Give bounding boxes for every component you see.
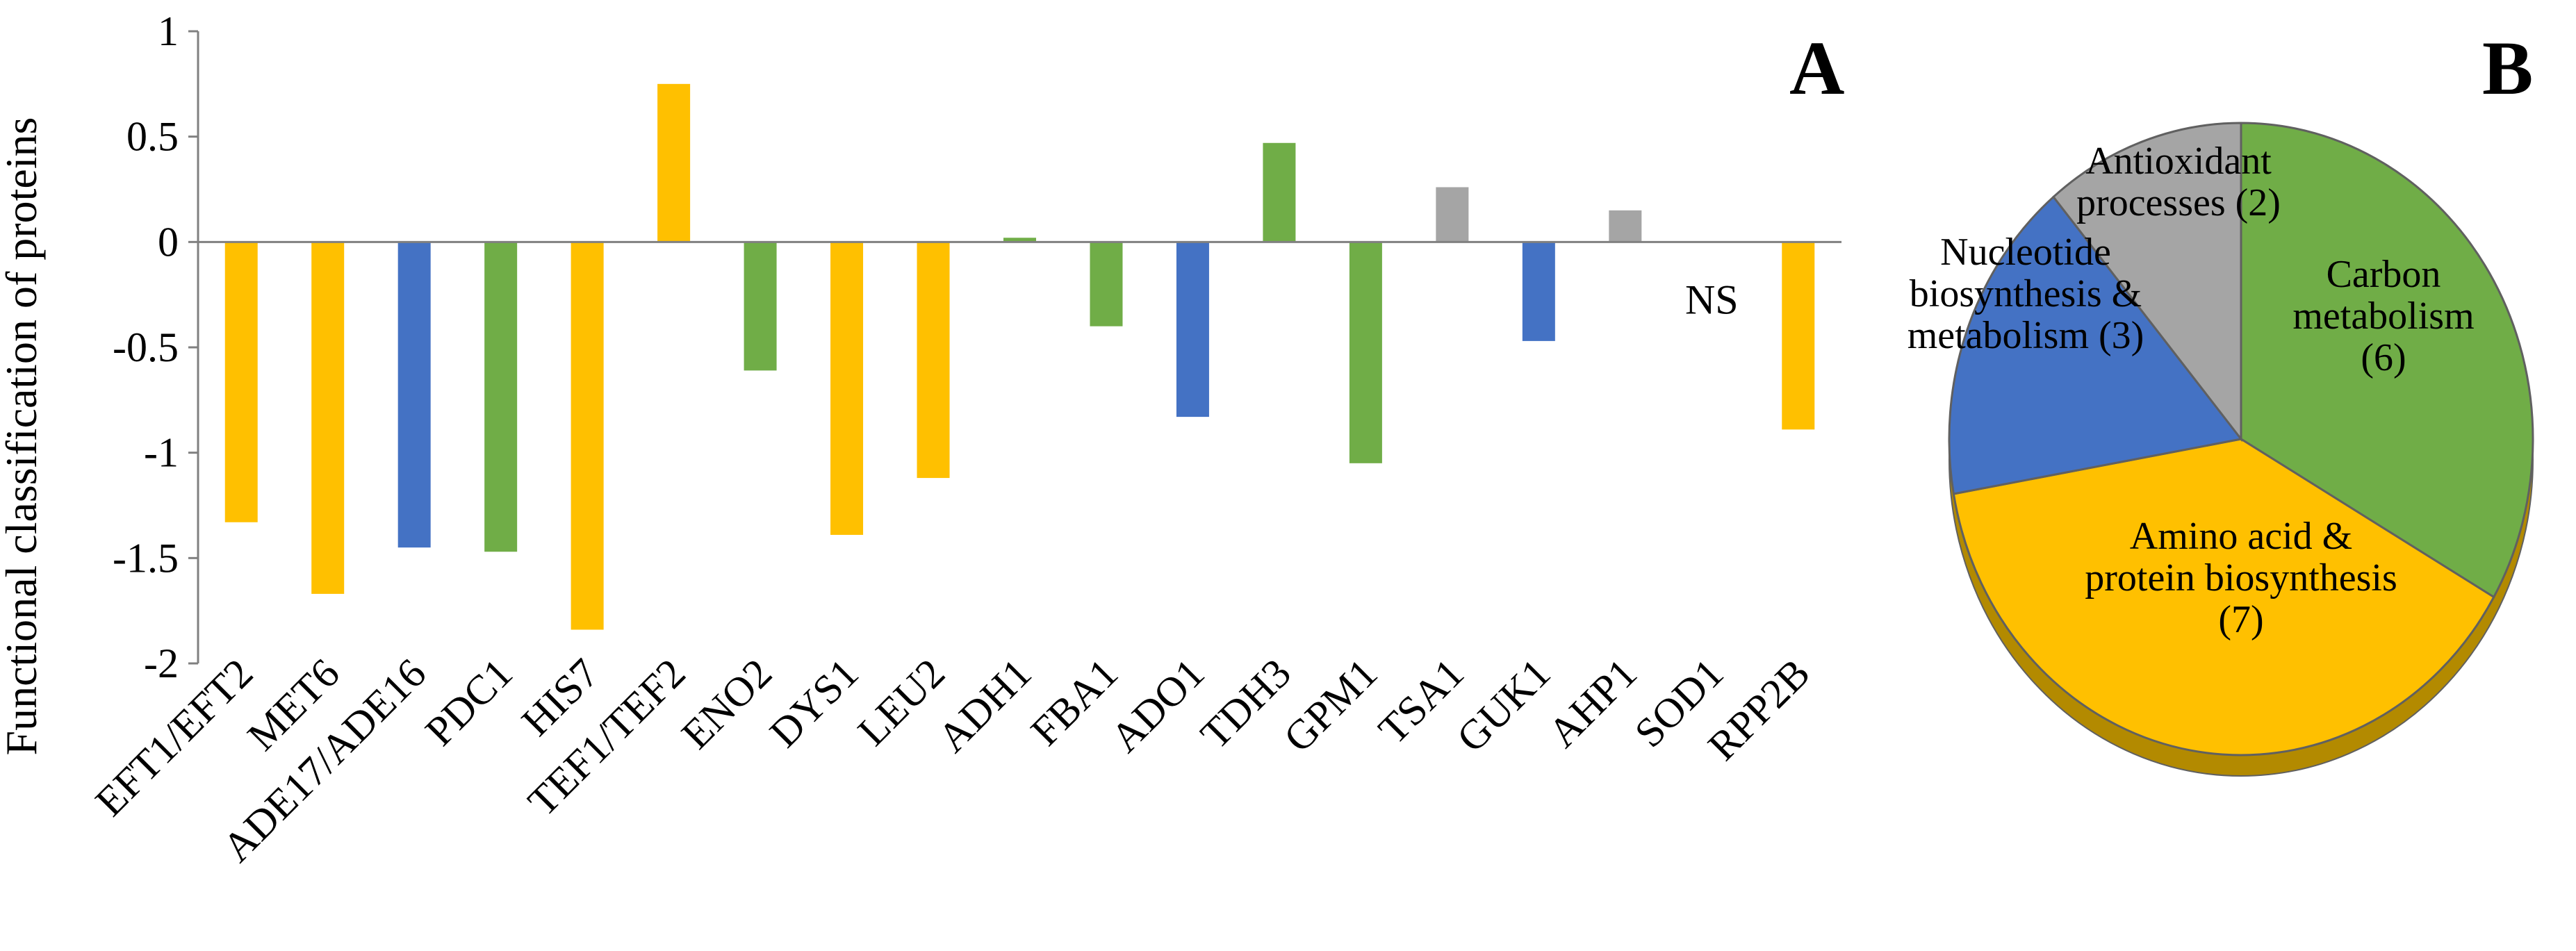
- category-label: FBA1: [1022, 650, 1126, 754]
- bar: [571, 242, 604, 630]
- bars: [224, 83, 1815, 630]
- bar: [917, 242, 950, 479]
- category-label: ADH1: [929, 650, 1040, 761]
- y-tick-label: -0.5: [113, 324, 179, 370]
- pie-label-carbon: Carbon metabolism (6): [2292, 253, 2474, 379]
- bar: [1090, 242, 1123, 326]
- bar-chart: Functional classification of proteins 1 0…: [0, 8, 1844, 870]
- pie-label-nucleotide: Nucleotide biosynthesis & metabolism (3): [1908, 231, 2144, 357]
- pie-label-amino: Amino acid & protein biosynthesis (7): [2085, 515, 2397, 641]
- category-label: GPM1: [1275, 650, 1386, 761]
- y-tick-label: -1: [144, 430, 179, 476]
- category-label: GUK1: [1448, 650, 1559, 761]
- bar: [1003, 238, 1036, 242]
- bar: [311, 242, 345, 594]
- category-label: PDC1: [416, 650, 520, 754]
- bar: [1176, 242, 1209, 417]
- y-tick-label: 0.5: [126, 114, 179, 160]
- bar: [1436, 187, 1469, 242]
- category-labels: EFT1/EFT2MET6ADE17/ADE16PDC1HIS7TEF1/TEF…: [87, 650, 1819, 871]
- bar: [1522, 242, 1555, 341]
- pie-slice-amino: [1952, 438, 2495, 756]
- category-label: TDH3: [1192, 650, 1299, 758]
- panel-label-a: A: [1789, 26, 1844, 110]
- pie-labels: Carbon metabolism (6) Amino acid & protein b…: [1908, 140, 2475, 641]
- y-tick-label: 0: [158, 219, 179, 265]
- bar: [744, 242, 777, 371]
- pie-slice-carbon: [2240, 122, 2534, 599]
- pie-label-antioxidant: Antioxidant processes (2): [2076, 140, 2281, 224]
- y-tick-label: -1.5: [113, 535, 179, 581]
- bar: [484, 242, 518, 552]
- bar: [1609, 210, 1642, 242]
- bar: [1782, 242, 1815, 430]
- category-label: ADO1: [1102, 650, 1213, 761]
- pie-slice-nucleotide: [1948, 195, 2243, 495]
- bar: [657, 83, 691, 242]
- category-label: ENO2: [673, 650, 780, 758]
- ns-annotation: NS: [1685, 276, 1739, 322]
- y-axis-title: Functional classification of proteins: [0, 117, 46, 756]
- bar: [224, 242, 258, 522]
- category-label: LEU2: [849, 650, 953, 754]
- category-label: DYS1: [761, 650, 867, 756]
- pie-chart: Carbon metabolism (6) Amino acid & protein b…: [1908, 26, 2534, 777]
- y-tick-label: 1: [158, 8, 179, 54]
- category-label: AHP1: [1539, 650, 1646, 756]
- bar: [830, 242, 864, 535]
- bar: [397, 242, 431, 548]
- bar: [1263, 142, 1296, 242]
- pie-slices: [1948, 122, 2534, 756]
- panel-label-b: B: [2482, 26, 2533, 110]
- bar: [1349, 242, 1382, 463]
- y-tick-label: -2: [144, 640, 179, 686]
- pie-slice-antioxidant: [2051, 122, 2242, 443]
- y-axis-ticks: 1 0.5 0 -0.5 -1 -1.5 -2: [113, 8, 198, 686]
